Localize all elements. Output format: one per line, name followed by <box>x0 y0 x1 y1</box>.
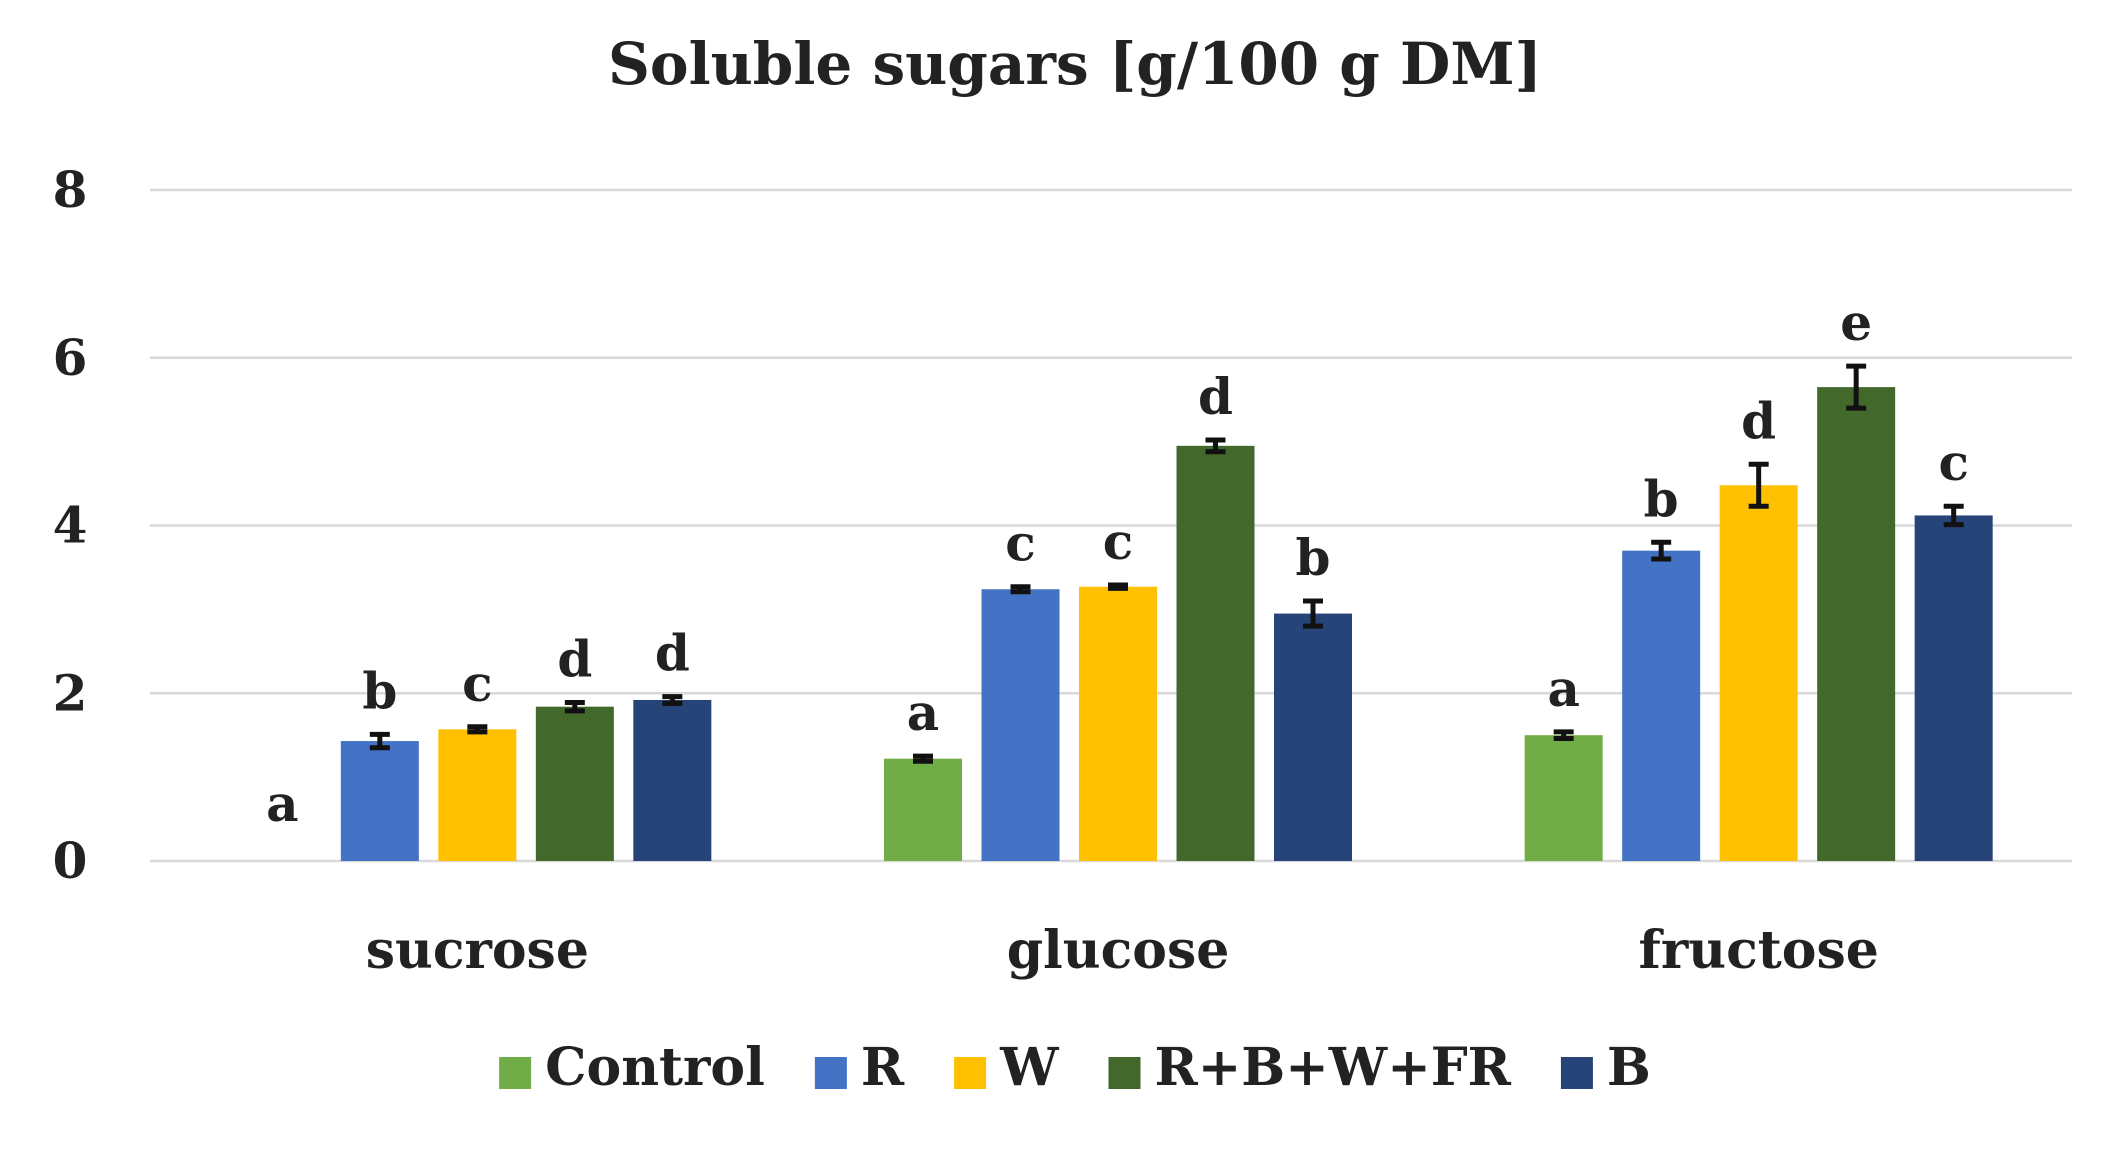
legend-label: Control <box>545 1037 765 1098</box>
bar <box>438 729 517 861</box>
bar-group: a <box>1524 659 1603 861</box>
legend-swatch <box>1108 1057 1141 1089</box>
y-tick-label: 8 <box>53 160 88 219</box>
significance-label: b <box>1296 528 1331 587</box>
x-category-label: glucose <box>1007 920 1230 981</box>
x-category-label: sucrose <box>366 920 589 981</box>
legend-swatch <box>954 1057 987 1089</box>
bar-group: d <box>633 624 712 861</box>
legend-label: W <box>999 1037 1060 1098</box>
legend-swatch <box>814 1057 847 1089</box>
legend-swatch <box>1560 1057 1593 1089</box>
significance-label: c <box>1938 433 1968 492</box>
legend-label: R <box>861 1037 905 1098</box>
bar <box>633 699 712 861</box>
bars: a b c d d a c c d b a b d e c <box>266 293 1993 861</box>
bar <box>884 758 962 861</box>
x-category-label: fructose <box>1639 920 1879 981</box>
significance-label: d <box>557 629 592 688</box>
legend-item: W <box>954 1037 1060 1098</box>
bar-group: d <box>535 629 614 861</box>
significance-label: b <box>362 661 397 720</box>
significance-label: d <box>1198 367 1233 426</box>
y-tick-label: 4 <box>53 496 88 555</box>
bar <box>1274 613 1352 861</box>
bar-group: b <box>340 661 419 861</box>
bar <box>1914 515 1993 861</box>
significance-label: d <box>655 624 690 683</box>
significance-label: a <box>907 683 939 742</box>
y-tick-label: 0 <box>53 831 88 890</box>
legend: Control R W R+B+W+FR B <box>499 1037 1651 1098</box>
bar <box>1176 445 1255 861</box>
bar-group: b <box>1274 528 1352 861</box>
significance-label: c <box>1103 512 1133 571</box>
x-axis-categories: sucrose glucose fructose <box>366 920 1879 981</box>
significance-label: d <box>1741 391 1776 450</box>
bar-group: d <box>1176 367 1255 861</box>
legend-label: B <box>1607 1037 1651 1098</box>
legend-item: Control <box>499 1037 765 1098</box>
legend-label: R+B+W+FR <box>1154 1037 1511 1098</box>
bar <box>1524 735 1603 861</box>
bar <box>1622 550 1701 861</box>
bar-group: a <box>884 683 962 861</box>
bar-group: b <box>1622 469 1701 861</box>
significance-label: b <box>1644 469 1679 528</box>
significance-label: c <box>462 654 492 713</box>
bar <box>1719 485 1798 861</box>
bar-group: d <box>1719 391 1798 861</box>
bar-group: c <box>1914 433 1993 861</box>
y-axis-ticks: 0 2 4 6 8 <box>53 160 88 890</box>
legend-swatch <box>499 1057 532 1089</box>
bar-group: c <box>1079 512 1157 861</box>
chart-title: Soluble sugars [g/100 g DM] <box>608 30 1542 98</box>
bar <box>1817 387 1896 861</box>
significance-label: e <box>1840 293 1872 352</box>
significance-label: c <box>1005 514 1035 573</box>
bar <box>535 706 614 861</box>
bar <box>981 589 1060 861</box>
significance-label: a <box>1547 659 1579 718</box>
legend-item: R+B+W+FR <box>1108 1037 1512 1098</box>
bar-group: e <box>1817 293 1896 861</box>
y-tick-label: 6 <box>53 328 88 387</box>
bar-group: c <box>438 654 517 861</box>
legend-item: R <box>814 1037 905 1098</box>
significance-label: a <box>266 774 298 833</box>
bar <box>340 741 419 861</box>
legend-item: B <box>1560 1037 1651 1098</box>
y-tick-label: 2 <box>53 663 88 722</box>
bar-group: c <box>981 514 1060 861</box>
bar <box>1079 586 1157 861</box>
bar-group: a <box>266 774 298 833</box>
